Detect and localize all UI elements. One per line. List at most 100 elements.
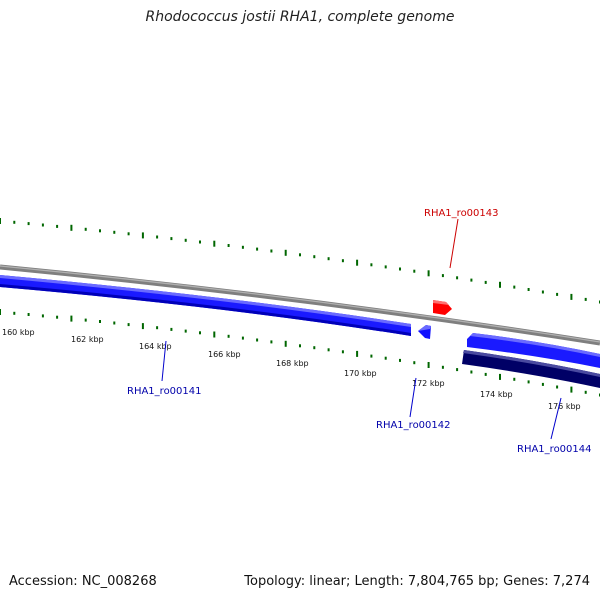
gc-tick-mark: [327, 348, 330, 352]
callout-line-rha1-ro00144: [550, 397, 562, 440]
gc-tick-mark: [270, 340, 273, 344]
gc-tick-mark: [356, 350, 359, 357]
gc-tick-mark: [499, 281, 501, 288]
gc-tick-mark: [456, 276, 459, 280]
accession-text: Accession: NC_008268: [9, 574, 157, 589]
gene-label-rha1-ro00142[interactable]: RHA1_ro00142: [376, 420, 451, 431]
gc-tick-mark: [456, 368, 459, 372]
gc-tick-mark: [241, 245, 244, 249]
gc-tick-mark: [313, 255, 316, 259]
genome-backbone: [0, 264, 600, 346]
gc-tick-mark: [141, 323, 144, 330]
gc-tick-mark: [541, 290, 544, 294]
gc-tick-mark: [227, 334, 230, 338]
gc-tick-mark: [70, 224, 73, 231]
gc-tick-mark: [256, 247, 259, 251]
gc-tick-mark: [41, 223, 44, 227]
gc-tick-mark: [27, 313, 30, 316]
gc-tick-mark: [541, 382, 544, 386]
gene-rha1-ro00143[interactable]: [433, 300, 452, 315]
gc-tick-mark: [0, 218, 1, 224]
gc-tick-mark: [370, 263, 373, 267]
gc-tick-mark: [270, 249, 273, 253]
gc-tick-mark: [84, 318, 87, 322]
gc-tick-mark: [513, 285, 516, 289]
gene-labels: RHA1_ro00141 RHA1_ro00142 RHA1_ro00143 R…: [127, 208, 592, 455]
gc-tick-mark: [356, 259, 359, 266]
gc-tick-mark: [156, 235, 159, 239]
callout-line-rha1-ro00141: [161, 340, 167, 382]
gene-rha1-ro00142[interactable]: [418, 325, 431, 339]
gc-tick-mark: [499, 373, 501, 380]
scale-tick-label: 168 kbp: [276, 359, 309, 368]
scale-tick-label: 160 kbp: [2, 328, 35, 337]
gc-tick-mark: [384, 356, 387, 360]
gc-tick-mark: [213, 331, 216, 338]
gc-tick-mark: [113, 321, 116, 325]
gc-tick-mark: [470, 278, 473, 282]
gc-tick-mark: [484, 372, 487, 376]
gc-tick-mark: [399, 358, 401, 362]
gc-tick-mark: [341, 350, 344, 354]
gc-tick-mark: [527, 380, 530, 384]
gc-tick-mark: [427, 362, 430, 368]
gc-tick-mark: [427, 270, 430, 277]
scale-tick-label: 176 kbp: [548, 402, 581, 411]
gc-tick-mark: [56, 224, 59, 228]
gc-tick-mark: [199, 331, 201, 335]
gc-tick-mark: [399, 267, 401, 271]
gc-tick-mark: [199, 240, 201, 244]
gc-tick-mark: [184, 329, 187, 333]
gc-tick-mark: [313, 346, 316, 350]
gc-tick-mark: [413, 361, 416, 365]
gc-tick-mark: [70, 315, 73, 322]
gc-tick-mark: [513, 377, 516, 381]
gc-tick-mark: [341, 259, 344, 263]
scale-ticks: 160 kbp 162 kbp 164 kbp 166 kbp 168 kbp …: [2, 328, 581, 411]
scale-tick-label: 162 kbp: [71, 335, 104, 344]
gc-tick-mark: [284, 249, 287, 256]
gc-tick-mark: [127, 232, 130, 236]
scale-tick-label: 170 kbp: [344, 369, 377, 378]
gc-tick-mark: [227, 244, 230, 247]
gc-tick-mark: [27, 222, 30, 226]
gene-rha1-ro00141[interactable]: [0, 275, 411, 336]
gc-tick-mark: [556, 385, 559, 389]
gc-tick-mark: [99, 229, 101, 233]
gc-tick-mark: [584, 390, 587, 394]
gc-tick-mark: [370, 354, 373, 358]
gc-tick-mark: [13, 220, 16, 224]
gc-tick-mark: [213, 240, 216, 247]
gc-tick-mark: [299, 344, 301, 348]
outer-gc-track: [0, 218, 600, 304]
gene-blue-right[interactable]: [467, 333, 600, 368]
gene-label-rha1-ro00144[interactable]: RHA1_ro00144: [517, 444, 592, 455]
gc-tick-mark: [13, 311, 16, 315]
gc-tick-mark: [441, 365, 444, 369]
gc-tick-mark: [127, 323, 130, 327]
gc-tick-mark: [570, 293, 573, 300]
scale-tick-label: 166 kbp: [208, 350, 241, 359]
gene-label-rha1-ro00141[interactable]: RHA1_ro00141: [127, 386, 202, 397]
gc-tick-mark: [327, 257, 330, 261]
topology-text: Topology: linear; Length: 7,804,765 bp; …: [244, 574, 590, 589]
gc-tick-mark: [527, 288, 530, 291]
callout-line-rha1-ro00142: [409, 377, 417, 418]
gc-tick-mark: [241, 336, 244, 340]
map-title: Rhodococcus jostii RHA1, complete genome: [145, 9, 455, 25]
gene-rha1-ro00144[interactable]: [462, 350, 600, 388]
gc-tick-mark: [441, 274, 444, 278]
gc-tick-mark: [470, 370, 473, 374]
gc-tick-mark: [41, 314, 44, 318]
gc-tick-mark: [556, 292, 559, 296]
gc-tick-mark: [84, 227, 87, 231]
gc-tick-mark: [170, 327, 173, 331]
gc-tick-mark: [0, 309, 1, 315]
gc-tick-mark: [570, 386, 573, 393]
gc-tick-mark: [284, 340, 287, 347]
gc-tick-mark: [99, 320, 101, 323]
gc-tick-mark: [141, 232, 144, 239]
gene-label-rha1-ro00143[interactable]: RHA1_ro00143: [424, 208, 499, 219]
gc-tick-mark: [413, 269, 416, 273]
